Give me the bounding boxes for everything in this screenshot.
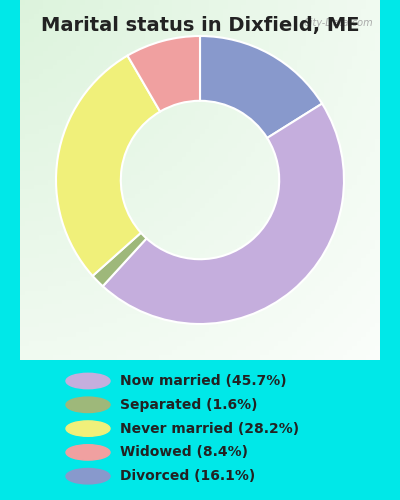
Wedge shape: [56, 56, 160, 276]
Wedge shape: [200, 36, 322, 138]
Text: City-Data.com: City-Data.com: [303, 18, 373, 28]
Text: Widowed (8.4%): Widowed (8.4%): [120, 446, 248, 460]
Circle shape: [66, 444, 110, 460]
Text: Never married (28.2%): Never married (28.2%): [120, 422, 299, 436]
Wedge shape: [103, 104, 344, 324]
Text: Now married (45.7%): Now married (45.7%): [120, 374, 287, 388]
Circle shape: [66, 397, 110, 412]
Text: Divorced (16.1%): Divorced (16.1%): [120, 469, 255, 483]
Circle shape: [66, 421, 110, 436]
Wedge shape: [92, 232, 146, 286]
Text: Separated (1.6%): Separated (1.6%): [120, 398, 258, 412]
Circle shape: [66, 374, 110, 388]
Circle shape: [66, 468, 110, 484]
Wedge shape: [128, 36, 200, 112]
Text: Marital status in Dixfield, ME: Marital status in Dixfield, ME: [41, 16, 359, 34]
